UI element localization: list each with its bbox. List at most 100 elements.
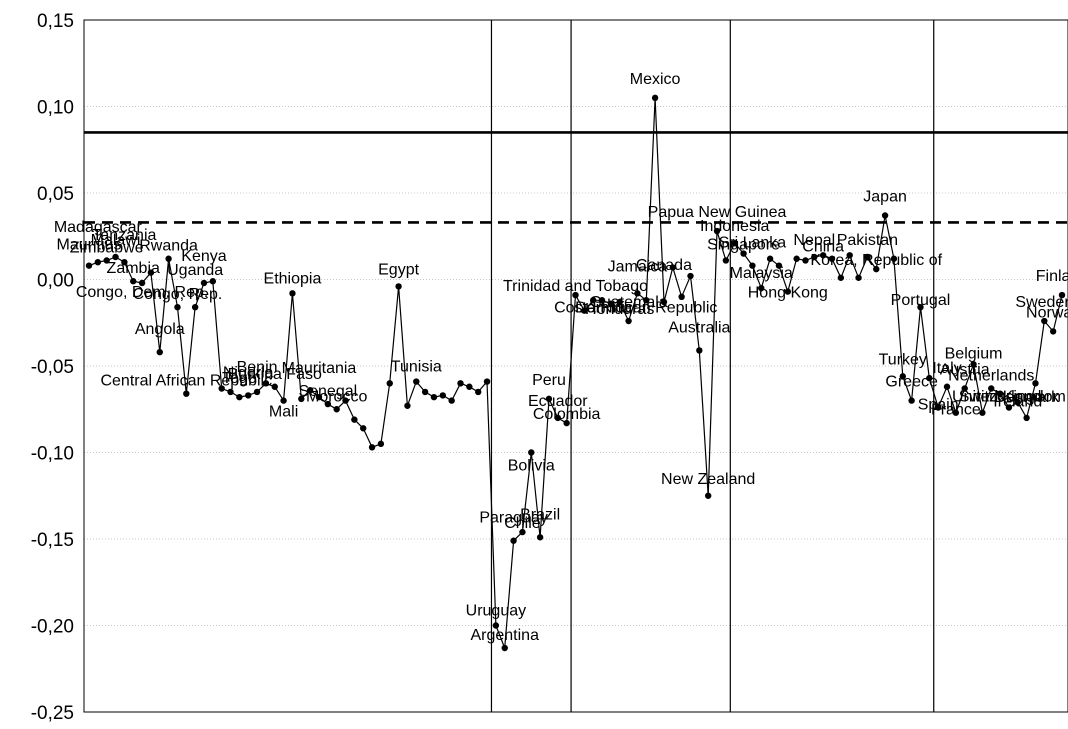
plot-frame (83, 19, 1068, 713)
data-point-label: Rwanda (139, 238, 198, 255)
data-point (775, 262, 783, 269)
data-point (536, 534, 544, 541)
data-point (245, 392, 252, 399)
data-point-label: Burkina Faso (228, 366, 322, 383)
data-point (625, 317, 632, 325)
data-point-label: Nepal (793, 232, 835, 249)
data-point (448, 397, 455, 404)
data-point-label: Peru (532, 372, 566, 389)
data-point (607, 300, 615, 307)
data-point-label: Zimbabwe (70, 239, 144, 256)
y-tick-label: 0,10 (37, 98, 74, 119)
data-point (643, 297, 650, 304)
data-point-label: Indonesia (700, 218, 769, 235)
data-point (1041, 317, 1048, 325)
y-tick-label: -0,25 (31, 703, 74, 724)
data-point (802, 257, 809, 264)
data-point (1058, 291, 1066, 299)
reference-lines (84, 131, 1068, 224)
data-point-label: Togo (222, 370, 257, 387)
y-axis-tick-labels: 0,15 0,10 0,05 0,00 -0,05 -0,10 -0,15 -0,20 -0,2… (31, 11, 74, 724)
data-point (740, 250, 747, 257)
data-point (961, 385, 968, 392)
data-point (156, 348, 163, 356)
data-point-label: Hong Kong (748, 285, 828, 302)
data-point-label: Mauritius (57, 237, 122, 254)
data-point-label: Pakistan (837, 232, 898, 249)
data-point-label: Mexico (630, 71, 681, 88)
data-point (581, 307, 588, 314)
data-point (85, 262, 93, 269)
data-point (996, 390, 1004, 397)
data-point-label: Mauritania (282, 360, 357, 377)
data-point (943, 383, 951, 390)
data-point-label: Congo, Rep. (133, 286, 223, 303)
y-tick-label: -0,10 (31, 444, 74, 465)
data-point-label: Greece (885, 374, 938, 391)
data-point (934, 404, 942, 411)
data-point-label: United Kingdom (952, 389, 1066, 406)
data-point (200, 279, 208, 287)
data-point-label: Bolivia (508, 458, 555, 475)
data-point-label: China (802, 238, 844, 255)
data-point (510, 537, 517, 544)
data-point (289, 290, 296, 297)
data-point-label: Belgium (945, 345, 1003, 362)
data-point (103, 257, 110, 264)
data-point-label: Portugal (891, 292, 951, 309)
data-point (651, 94, 659, 102)
data-point (421, 388, 429, 396)
data-point-label: Trinidad and Tobago (503, 278, 648, 295)
data-point (855, 274, 862, 281)
data-point (554, 414, 562, 422)
data-point (881, 212, 889, 219)
data-point-label: Paraguay (479, 510, 548, 527)
data-point (864, 253, 871, 261)
data-point-label: Netherlands (948, 367, 1034, 384)
data-point (696, 347, 703, 354)
data-point-label: Spain (918, 397, 959, 414)
data-point (351, 416, 358, 423)
data-point-label: Japan (863, 188, 907, 205)
data-point (413, 378, 420, 385)
data-point (988, 385, 995, 392)
data-point-label: Brazil (520, 506, 560, 523)
data-point (687, 272, 694, 280)
y-tick-label: 0,05 (37, 184, 74, 205)
data-point-label: Central African Republic (100, 373, 272, 390)
data-point (191, 303, 199, 311)
data-point-label: Uganda (167, 262, 223, 279)
data-point-label: Congo, Dem. Rep. (76, 284, 209, 301)
data-point-label: Uruguay (466, 603, 526, 620)
data-point (360, 425, 367, 432)
data-point (545, 395, 553, 403)
data-point-label: Ethiopia (264, 270, 322, 287)
data-point-label: Papua New Guinea (648, 204, 787, 221)
data-point-label: Singapore (707, 237, 780, 254)
data-point (811, 253, 818, 261)
data-point (306, 387, 314, 394)
data-point (218, 385, 225, 392)
data-point (342, 397, 349, 404)
data-point (315, 393, 323, 401)
data-point (908, 397, 915, 404)
data-point-label: Benin (237, 359, 278, 376)
grid-lines (84, 106, 1068, 626)
data-point (262, 380, 270, 387)
data-point (138, 279, 146, 287)
data-point (678, 293, 685, 300)
data-point-label: Jamaica (608, 258, 668, 275)
data-point (1049, 328, 1057, 335)
data-point (1023, 414, 1030, 422)
data-point-label: Sweden (1015, 294, 1068, 311)
data-point-label: France (931, 402, 981, 419)
data-point (130, 278, 137, 285)
data-point (722, 257, 730, 264)
data-point-label: Angola (135, 321, 185, 338)
data-point (386, 380, 393, 387)
data-point (758, 284, 765, 292)
data-point (298, 395, 305, 403)
data-point (793, 255, 800, 262)
data-point (528, 449, 535, 456)
